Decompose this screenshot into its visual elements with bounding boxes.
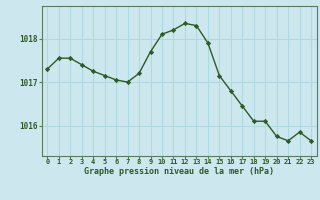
X-axis label: Graphe pression niveau de la mer (hPa): Graphe pression niveau de la mer (hPa) bbox=[84, 167, 274, 176]
